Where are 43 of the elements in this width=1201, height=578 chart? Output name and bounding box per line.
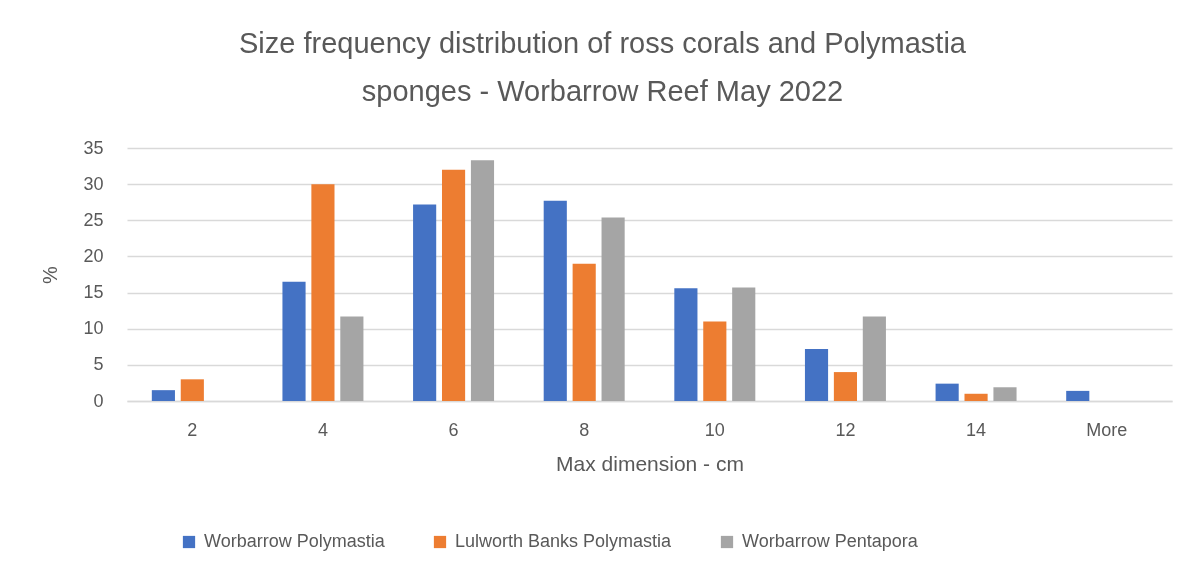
bar bbox=[703, 321, 727, 401]
x-tick-label: 2 bbox=[187, 419, 198, 440]
chart-title: Size frequency distribution of ross corals and Polymastia sponges - Worbarrow Reef May 2022 bbox=[239, 27, 967, 107]
x-tick-label: 8 bbox=[579, 419, 590, 440]
y-tick-label: 15 bbox=[83, 282, 104, 303]
bar bbox=[732, 287, 756, 401]
y-tick-label: 0 bbox=[93, 390, 104, 411]
bar bbox=[674, 288, 698, 401]
bar bbox=[572, 263, 596, 401]
y-tick-label: 10 bbox=[83, 318, 104, 339]
bar bbox=[833, 372, 858, 401]
x-axis-title: Max dimension - cm bbox=[556, 451, 744, 475]
bar bbox=[1066, 390, 1090, 401]
x-tick-label: 10 bbox=[704, 419, 725, 440]
bar bbox=[804, 348, 829, 401]
bar bbox=[470, 160, 495, 401]
bar bbox=[964, 393, 988, 401]
legend-label: Lulworth Banks Polymastia bbox=[455, 531, 673, 551]
y-tick-label: 25 bbox=[83, 209, 104, 230]
x-tick-label: 14 bbox=[966, 419, 987, 440]
x-tick-label: 6 bbox=[448, 419, 459, 440]
legend-label: Worbarrow Polymastia bbox=[204, 531, 386, 551]
bar bbox=[180, 379, 204, 401]
bar bbox=[151, 390, 175, 401]
bar bbox=[282, 281, 306, 401]
bar bbox=[862, 316, 886, 401]
bar bbox=[441, 169, 466, 401]
bar bbox=[311, 184, 335, 401]
bar bbox=[340, 316, 364, 401]
y-tick-label: 35 bbox=[83, 137, 104, 158]
legend-label: Worbarrow Pentapora bbox=[742, 531, 919, 551]
y-tick-label: 30 bbox=[83, 173, 104, 194]
x-tick-label: 12 bbox=[835, 419, 856, 440]
y-axis-title: % bbox=[39, 265, 62, 284]
bar bbox=[601, 217, 625, 401]
bar bbox=[935, 383, 959, 401]
bar bbox=[543, 200, 567, 401]
x-tick-label: More bbox=[1086, 419, 1128, 440]
bar bbox=[413, 204, 437, 401]
x-tick-label: 4 bbox=[317, 419, 328, 440]
bar bbox=[993, 387, 1017, 401]
y-tick-label: 5 bbox=[93, 354, 104, 375]
y-tick-label: 20 bbox=[83, 245, 104, 266]
